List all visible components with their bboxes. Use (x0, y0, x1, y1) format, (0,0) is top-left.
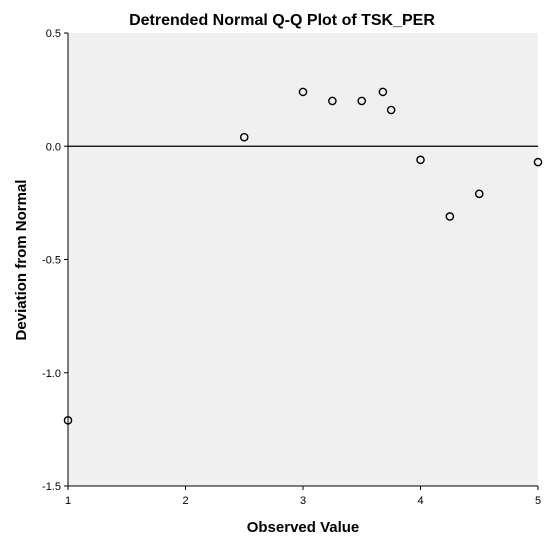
x-tick-label: 5 (535, 495, 541, 507)
y-tick-label: 0.5 (46, 28, 61, 40)
data-point (445, 212, 455, 221)
data-point (386, 105, 396, 115)
data-point (378, 87, 388, 97)
data-point (328, 96, 337, 106)
data-point (533, 157, 543, 167)
y-axis-label: Deviation from Normal (13, 180, 30, 341)
y-axis-ticks: 0.5 0.0 -0.5 -1.0 -1.5 (42, 28, 68, 493)
x-tick-label: 3 (300, 495, 306, 507)
x-tick-label: 1 (65, 495, 71, 507)
data-point (474, 189, 484, 199)
data-point (298, 87, 308, 97)
y-tick-label: 0.0 (46, 141, 61, 153)
y-tick-label: -1.0 (42, 368, 61, 380)
data-point (63, 416, 73, 425)
x-tick-label: 4 (417, 495, 423, 507)
plot-area (68, 33, 538, 486)
y-tick-label: -0.5 (42, 255, 61, 267)
data-point (416, 155, 425, 165)
data-point (357, 96, 367, 106)
chart-title: Detrended Normal Q-Q Plot of TSK_PER (129, 12, 435, 29)
x-axis-label: Observed Value (247, 519, 360, 536)
data-points (63, 87, 543, 425)
data-point (239, 132, 249, 142)
y-tick-label: -1.5 (42, 481, 61, 493)
x-tick-label: 2 (182, 495, 188, 507)
x-axis-ticks: 1 2 3 4 5 (65, 486, 541, 507)
